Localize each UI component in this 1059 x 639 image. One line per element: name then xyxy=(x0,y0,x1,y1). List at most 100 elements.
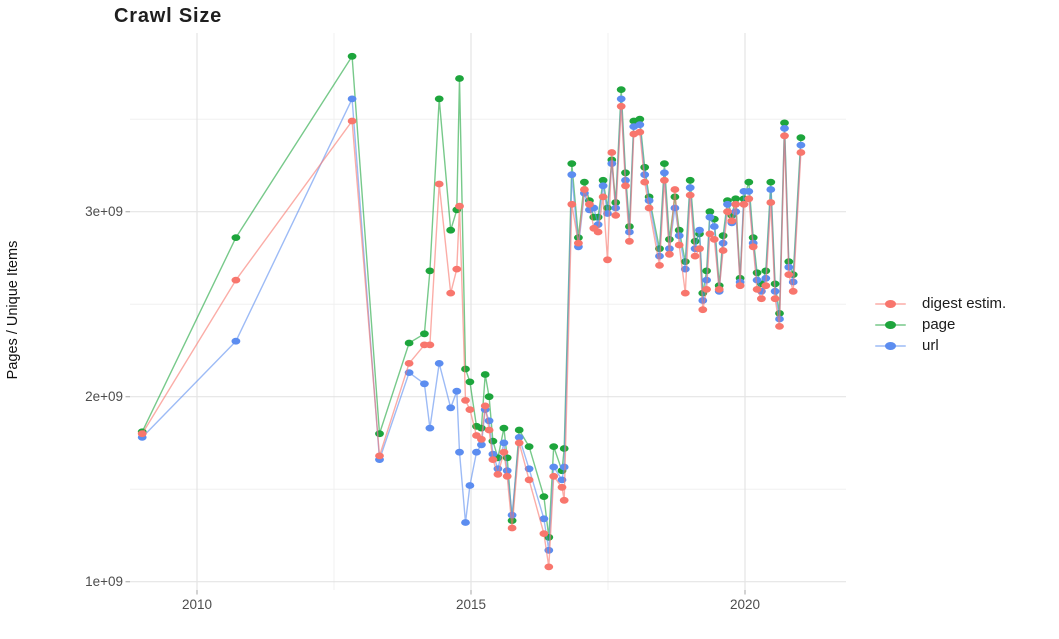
data-point-url xyxy=(502,467,512,475)
data-point-url xyxy=(718,239,728,247)
data-point-page xyxy=(635,115,645,123)
data-point-page xyxy=(549,443,559,450)
data-point-digest-estim xyxy=(585,200,594,208)
data-point-digest-estim xyxy=(780,132,789,140)
data-point-url xyxy=(635,121,645,129)
data-point-page xyxy=(580,178,589,186)
data-point-digest-estim xyxy=(524,476,534,484)
data-point-digest-estim xyxy=(607,149,617,156)
chart-title: Crawl Size xyxy=(114,5,222,27)
data-point-page xyxy=(616,86,626,93)
legend-key-digest xyxy=(875,296,906,311)
data-point-digest-estim xyxy=(347,117,357,125)
data-point-digest-estim xyxy=(690,252,700,260)
data-point-url xyxy=(507,511,517,519)
data-point-page xyxy=(477,424,486,432)
data-point-page xyxy=(231,234,241,242)
legend: digest estim. page url xyxy=(875,293,1006,356)
axis-ticks xyxy=(125,211,746,595)
data-point-digest-estim xyxy=(770,295,780,303)
data-point-page xyxy=(731,195,741,203)
data-point-digest-estim xyxy=(499,448,509,456)
data-point-digest-estim xyxy=(702,286,711,293)
legend-item-page: page xyxy=(875,314,1006,335)
gridlines xyxy=(130,33,846,590)
data-point-digest-estim xyxy=(680,289,690,297)
data-point-page xyxy=(420,330,429,338)
data-point-digest-estim xyxy=(625,237,634,245)
data-point-url xyxy=(514,434,524,441)
data-point-page xyxy=(461,365,470,373)
data-point-page xyxy=(465,378,475,386)
legend-key-page xyxy=(875,317,906,332)
data-point-page xyxy=(744,178,754,186)
data-point-digest-estim xyxy=(446,289,456,297)
data-point-digest-estim xyxy=(796,149,806,156)
data-point-digest-estim xyxy=(731,200,741,208)
data-point-digest-estim xyxy=(665,250,674,258)
legend-key-url xyxy=(875,338,906,353)
data-point-digest-estim xyxy=(580,186,589,193)
data-point-url xyxy=(723,200,732,208)
data-point-digest-estim xyxy=(434,180,444,188)
data-point-digest-estim xyxy=(788,287,798,295)
data-point-digest-estim xyxy=(477,435,486,443)
data-point-digest-estim xyxy=(611,212,621,219)
data-point-digest-estim xyxy=(685,191,695,199)
y-axis-title: Pages / Unique Items xyxy=(5,241,21,380)
data-point-url xyxy=(640,171,650,179)
data-point-url xyxy=(499,439,509,447)
data-point-url xyxy=(420,380,429,388)
data-point-page xyxy=(404,339,414,347)
data-point-digest-estim xyxy=(735,282,745,290)
data-point-page xyxy=(685,176,695,184)
digest-dot-swatch xyxy=(885,299,896,308)
data-point-url xyxy=(434,360,444,367)
data-point-page xyxy=(499,424,509,432)
data-point-page xyxy=(375,430,384,438)
data-point-page xyxy=(446,226,456,234)
data-point-digest-estim xyxy=(705,230,715,238)
data-point-digest-estim xyxy=(539,530,549,537)
data-point-digest-estim xyxy=(660,176,669,184)
data-point-digest-estim xyxy=(723,208,732,216)
data-point-digest-estim xyxy=(616,102,626,110)
data-point-digest-estim xyxy=(488,456,498,463)
data-point-digest-estim xyxy=(748,243,758,251)
x-tick-label: 2015 xyxy=(456,597,486,612)
data-point-digest-estim xyxy=(598,193,608,201)
data-point-digest-estim xyxy=(137,430,147,438)
data-point-page xyxy=(514,426,524,434)
page-dot-swatch xyxy=(885,320,896,329)
data-point-url xyxy=(539,515,549,523)
data-point-digest-estim xyxy=(484,426,494,434)
data-point-digest-estim xyxy=(674,241,684,249)
data-point-digest-estim xyxy=(775,323,784,330)
data-point-url xyxy=(484,417,494,425)
data-point-digest-estim xyxy=(644,204,654,212)
legend-item-digest: digest estim. xyxy=(875,293,1006,314)
data-point-url xyxy=(670,204,680,212)
data-point-digest-estim xyxy=(766,199,776,206)
data-point-page xyxy=(674,226,684,234)
data-point-url xyxy=(567,171,577,179)
data-point-url xyxy=(461,519,470,526)
x-tick-label: 2010 xyxy=(182,597,212,612)
data-point-page xyxy=(484,393,494,401)
data-point-digest-estim xyxy=(757,295,766,303)
data-point-url xyxy=(488,450,498,458)
data-point-digest-estim xyxy=(635,128,645,136)
legend-label-digest: digest estim. xyxy=(922,295,1007,312)
data-point-digest-estim xyxy=(404,360,414,367)
data-point-digest-estim xyxy=(727,217,737,225)
data-point-digest-estim xyxy=(502,472,512,480)
data-point-page xyxy=(567,160,577,168)
data-point-url xyxy=(744,188,754,195)
data-point-digest-estim xyxy=(655,262,664,269)
data-point-digest-estim xyxy=(493,471,503,478)
data-point-page xyxy=(796,134,806,142)
axis-tick-labels: 2010 2015 2020 1e+09 2e+09 3e+09 xyxy=(85,204,760,612)
data-point-digest-estim xyxy=(567,200,577,208)
data-point-digest-estim xyxy=(375,452,384,460)
